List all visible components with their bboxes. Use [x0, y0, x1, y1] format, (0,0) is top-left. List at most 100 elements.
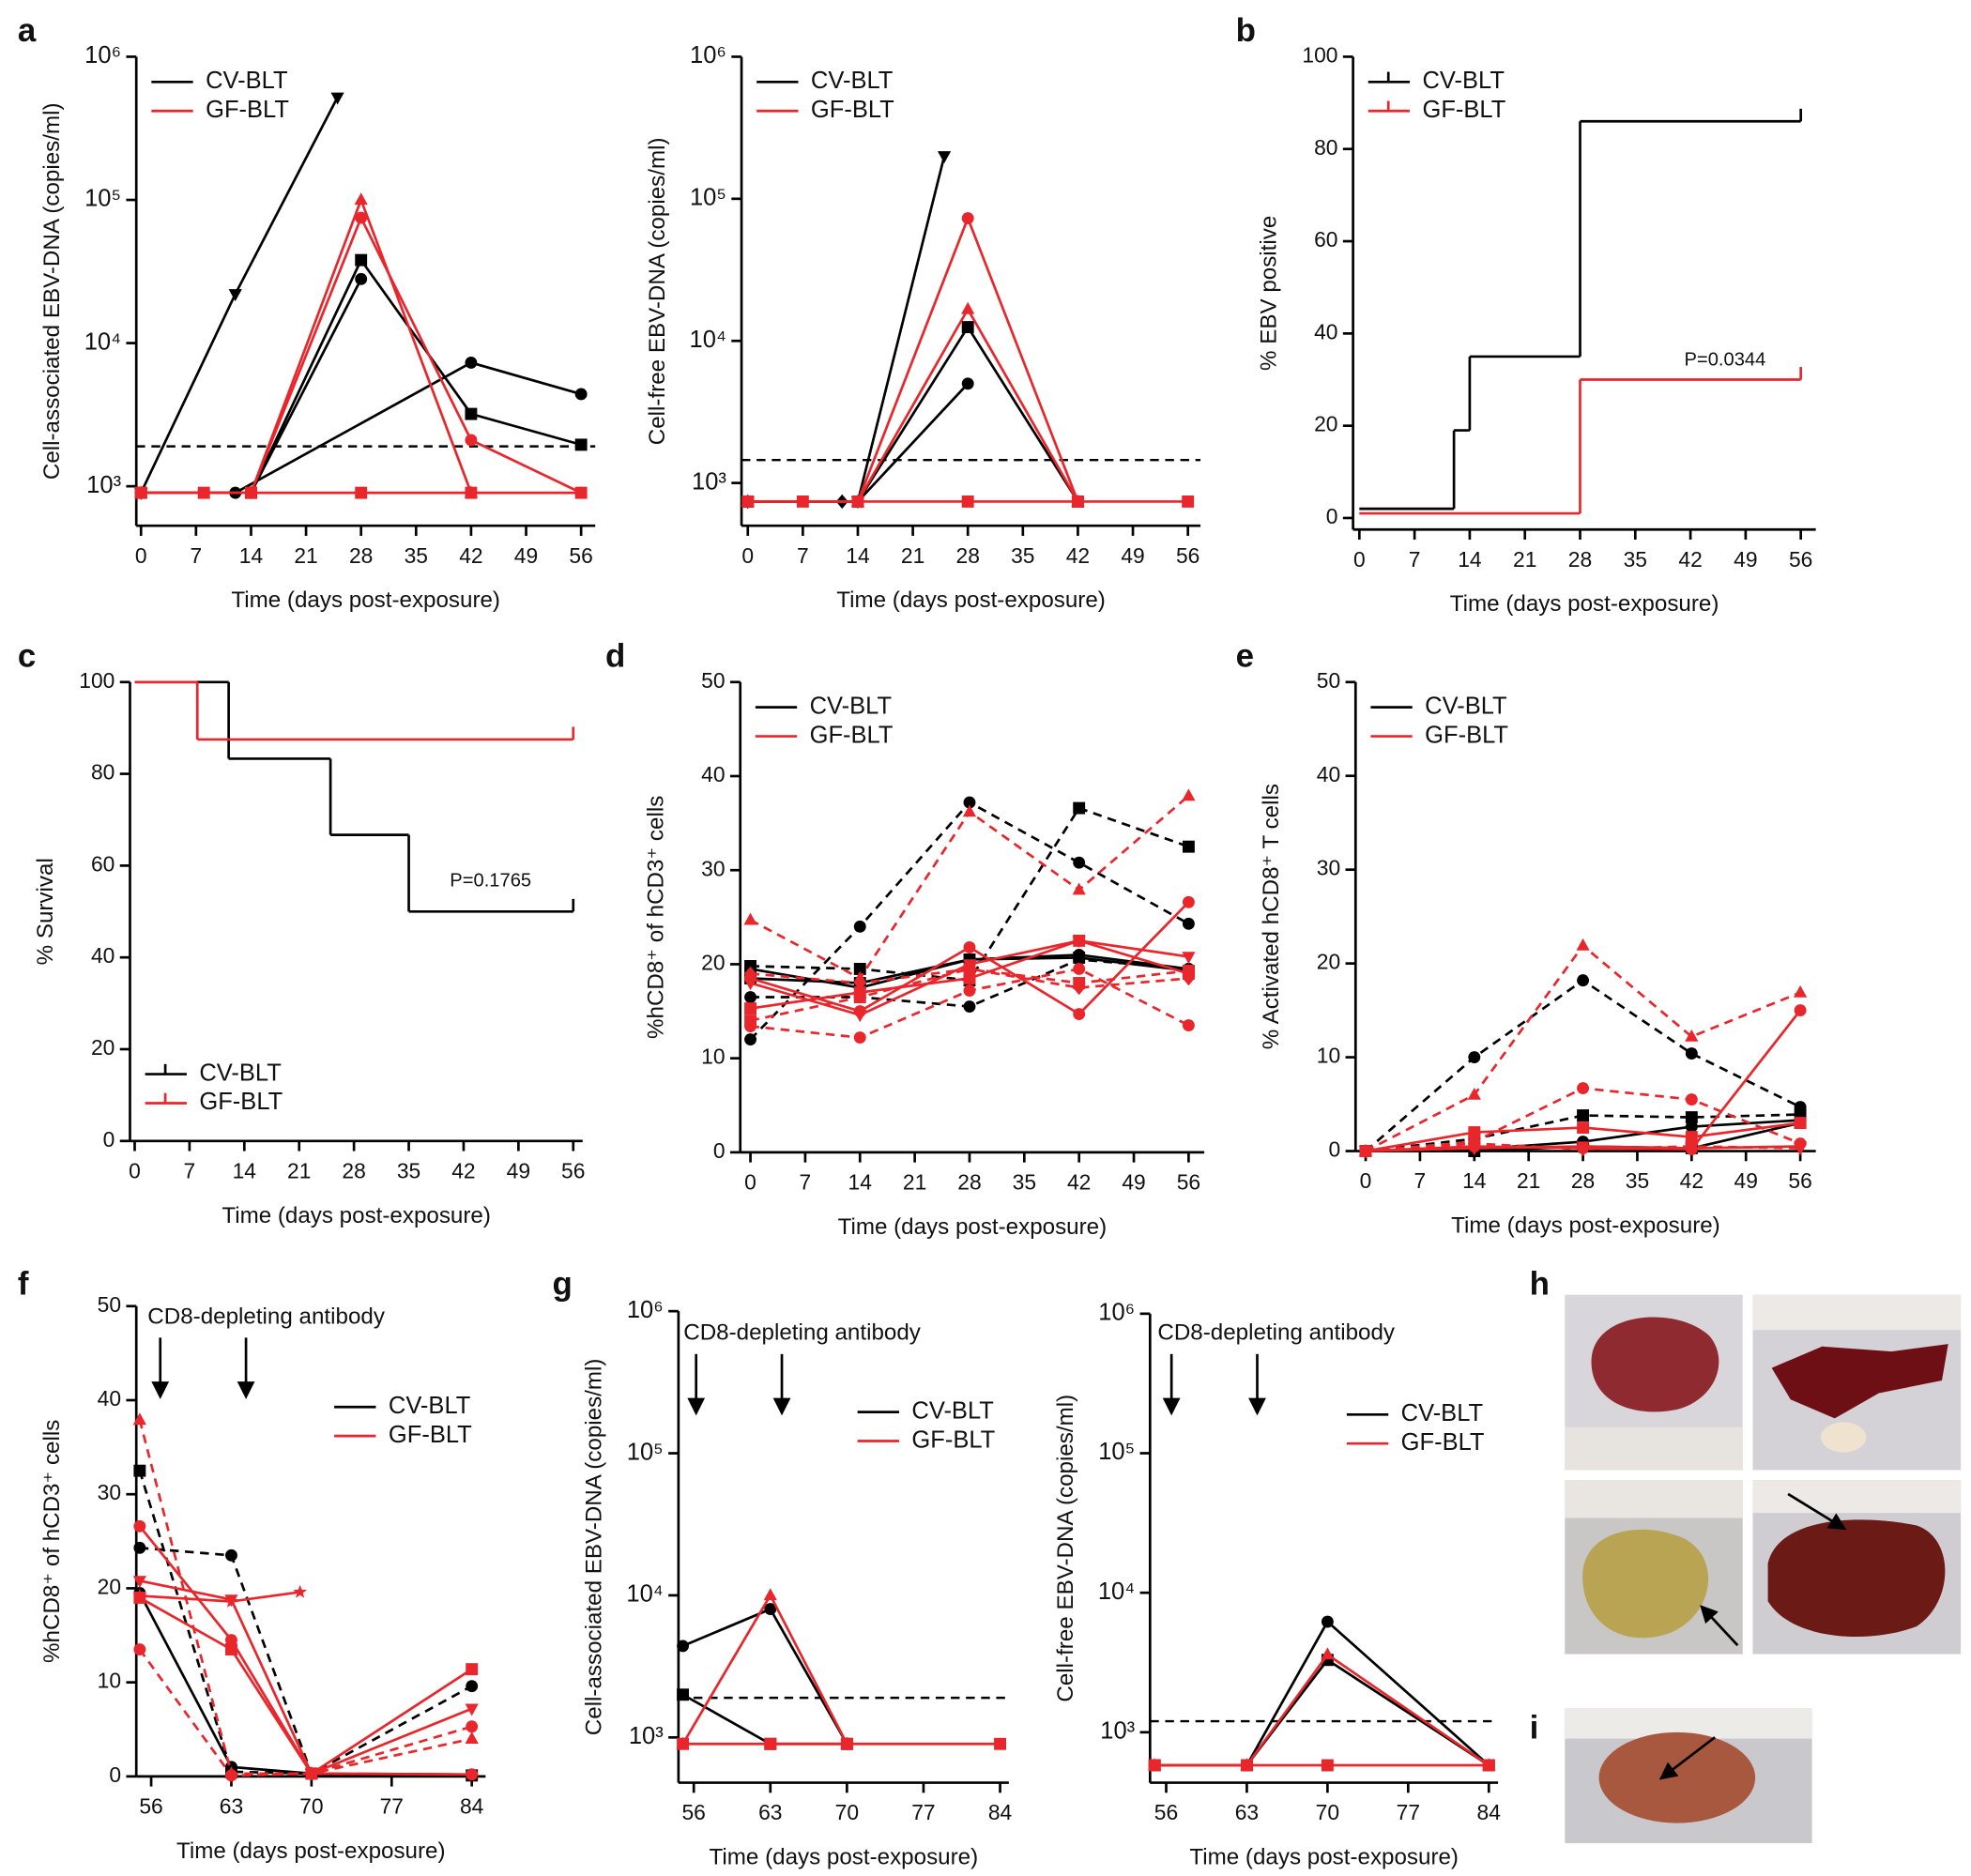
- chart-panel: a 0 7 14 21 28 35 42 49 56 10³ 10⁴ 10⁵ 10⁶ Time (days …: [18, 12, 596, 613]
- data-point: [1482, 1759, 1495, 1772]
- data-point: [197, 486, 210, 499]
- chart-panel: 56 63 70 77 84 10³ 10⁴ 10⁵ 10⁶ Time (days post-ex…: [1053, 1300, 1501, 1870]
- x-tick-label: 14: [1458, 547, 1482, 572]
- y-tick-label: 10⁶: [690, 42, 726, 69]
- data-point: [133, 1643, 146, 1656]
- x-tick-label: 56: [1177, 1169, 1200, 1194]
- mouse-line: [1154, 1653, 1490, 1767]
- y-tick-label: 20: [1314, 412, 1337, 436]
- y-tick-label: 20: [1317, 950, 1340, 974]
- data-point: [1468, 1051, 1481, 1064]
- legend-label: CV-BLT: [1425, 693, 1506, 719]
- x-tick-label: 35: [1011, 543, 1034, 568]
- data-point: [961, 212, 974, 224]
- data-point: [1182, 1019, 1195, 1032]
- x-tick-label: 0: [135, 543, 147, 568]
- data-point: [224, 1594, 238, 1608]
- y-tick-label: 10³: [692, 468, 726, 495]
- x-tick-label: 56: [1176, 543, 1199, 568]
- mouse-line: [141, 360, 582, 495]
- x-tick-label: 14: [233, 1158, 257, 1182]
- y-tick-label: 10⁵: [1098, 1439, 1135, 1465]
- data-point: [744, 1033, 756, 1046]
- panel-letter: e: [1236, 637, 1254, 674]
- y-tick-label: 0: [713, 1138, 726, 1163]
- y-tick-label: 10⁵: [84, 186, 121, 212]
- data-point: [1794, 1004, 1807, 1017]
- data-point: [853, 975, 866, 991]
- y-tick-label: 10⁵: [627, 1439, 664, 1465]
- data-point: [764, 1603, 777, 1616]
- x-axis-title: Time (days post-exposure): [222, 1203, 491, 1228]
- data-point: [134, 486, 147, 499]
- x-tick-label: 70: [1316, 1800, 1339, 1824]
- arrow: [1658, 1736, 1716, 1780]
- data-point: [330, 92, 344, 105]
- y-tick-label: 10⁴: [84, 328, 121, 355]
- x-tick-label: 7: [190, 543, 202, 568]
- legend-label: GF-BLT: [1401, 1429, 1485, 1456]
- x-tick-label: 42: [1678, 547, 1702, 572]
- data-point: [466, 1768, 479, 1781]
- y-tick-label: 40: [1317, 762, 1340, 786]
- data-point: [853, 920, 866, 933]
- y-tick-label: 30: [1317, 856, 1340, 880]
- x-tick-label: 0: [129, 1158, 141, 1182]
- y-tick-label: 10⁶: [84, 42, 121, 69]
- y-tick-label: 100: [79, 668, 115, 693]
- y-tick-label: 0: [1328, 1137, 1340, 1162]
- x-tick-label: 77: [380, 1793, 404, 1818]
- x-tick-label: 28: [1568, 547, 1592, 572]
- x-tick-label: 56: [1789, 547, 1812, 572]
- data-point: [1321, 1615, 1334, 1628]
- x-tick-label: 42: [451, 1158, 475, 1182]
- ruler: [1565, 1480, 1743, 1518]
- y-tick-label: 0: [1326, 504, 1338, 528]
- y-tick-label: 10⁴: [690, 327, 726, 353]
- data-point: [1577, 1109, 1590, 1122]
- mouse-line: [138, 1648, 473, 1777]
- ruler: [1565, 1426, 1743, 1471]
- data-point: [466, 1663, 479, 1676]
- data-point: [466, 1720, 479, 1733]
- x-tick-label: 77: [1397, 1800, 1420, 1824]
- photo-i: i: [1530, 1708, 1812, 1844]
- y-tick-label: 10: [98, 1669, 121, 1693]
- x-axis-title: Time (days post-exposure): [1189, 1845, 1459, 1870]
- data-point: [961, 301, 975, 314]
- x-tick-label: 56: [1154, 1800, 1178, 1824]
- data-point: [853, 1031, 866, 1045]
- mouse-line: [138, 1419, 472, 1776]
- x-tick-label: 84: [460, 1793, 484, 1818]
- y-tick-label: 30: [98, 1480, 121, 1504]
- y-axis-title: Cell-associated EBV-DNA (copies/ml): [582, 1359, 607, 1736]
- data-point: [961, 321, 974, 334]
- x-tick-label: 63: [220, 1793, 243, 1818]
- x-tick-label: 56: [681, 1800, 705, 1824]
- x-tick-label: 42: [1680, 1168, 1704, 1193]
- ruler: [1752, 1294, 1962, 1331]
- data-point: [355, 272, 368, 285]
- mouse-line: [682, 1607, 848, 1745]
- data-point: [937, 151, 952, 164]
- mouse-line: [1154, 1619, 1490, 1767]
- data-point: [963, 961, 976, 977]
- data-point: [743, 912, 757, 925]
- data-point: [1182, 840, 1195, 853]
- data-point: [853, 1010, 867, 1023]
- y-tick-label: 60: [91, 851, 115, 876]
- mouse-line: [681, 1593, 848, 1745]
- data-point: [1182, 495, 1195, 508]
- data-point: [1321, 1647, 1335, 1660]
- annotation: P=0.0344: [1685, 350, 1766, 371]
- mouse-line: [138, 1525, 472, 1777]
- data-point: [1685, 1121, 1698, 1133]
- data-point: [963, 1000, 976, 1013]
- mouse-line: [747, 306, 1079, 503]
- legend-label: CV-BLT: [1422, 68, 1504, 94]
- annotation: CD8-depleting antibody: [147, 1304, 386, 1329]
- data-point: [1468, 1126, 1481, 1138]
- chart-panel: d 0 7 14 21 28 35 42 49 56 0 10 20 30 40 50 Time (days p…: [605, 637, 1205, 1240]
- data-point: [1073, 934, 1086, 947]
